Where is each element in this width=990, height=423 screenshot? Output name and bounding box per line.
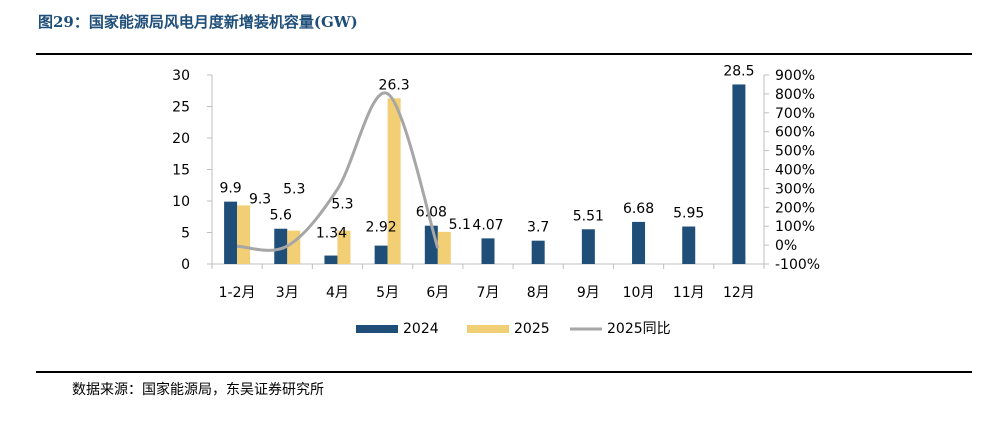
- x-tick-label: 7月: [477, 285, 500, 301]
- x-tick-label: 1-2月: [219, 285, 256, 301]
- x-tick-label: 4月: [326, 285, 349, 301]
- top-rule: [36, 53, 972, 55]
- data-label-2024: 3.7: [527, 220, 549, 236]
- y-tick-label: 10: [172, 194, 190, 210]
- x-tick-label: 3月: [276, 285, 299, 301]
- y2-tick-label: 0%: [775, 238, 797, 254]
- y2-tick-label: 500%: [775, 144, 815, 160]
- x-tick-label: 6月: [426, 285, 449, 301]
- bar-2024: [632, 221, 646, 264]
- bottom-rule: [36, 371, 972, 373]
- data-label-2025: 5.1: [449, 217, 471, 233]
- x-tick-label: 10月: [623, 285, 655, 301]
- bar-2025: [287, 230, 301, 264]
- legend-label-2024: 2024: [403, 321, 439, 337]
- data-label-2025: 5.3: [283, 182, 305, 198]
- x-tick-label: 12月: [723, 285, 755, 301]
- data-label-2024: 5.51: [573, 208, 604, 224]
- y2-tick-label: -100%: [775, 257, 820, 273]
- bar-2024: [581, 229, 595, 264]
- bar-2024: [531, 240, 545, 264]
- data-label-2024: 9.9: [219, 181, 241, 197]
- y-tick-label: 25: [172, 100, 190, 116]
- bar-2024: [374, 245, 388, 264]
- legend-label-2025: 2025: [514, 321, 550, 337]
- x-tick-label: 8月: [527, 285, 550, 301]
- y2-tick-label: 900%: [775, 68, 815, 84]
- y2-tick-label: 100%: [775, 219, 815, 235]
- x-tick-label: 11月: [673, 285, 705, 301]
- data-label-2025: 26.3: [379, 77, 410, 93]
- data-label-2024: 6.68: [623, 201, 654, 217]
- y-tick-label: 30: [172, 68, 190, 84]
- bar-2025: [337, 230, 351, 264]
- data-label-2024: 5.6: [270, 208, 292, 224]
- bar-2024: [682, 226, 696, 264]
- bar-2025: [387, 98, 401, 264]
- bar-2025: [237, 205, 251, 264]
- chart: 051015202530-100%0%100%200%300%400%500%6…: [172, 63, 820, 337]
- y-tick-label: 0: [181, 257, 190, 273]
- bar-2025: [437, 231, 451, 264]
- data-label-2024: 2.92: [366, 220, 397, 236]
- y2-tick-label: 200%: [775, 200, 815, 216]
- bar-2024: [224, 201, 238, 264]
- bar-2024: [274, 228, 288, 264]
- source-note: 数据来源：国家能源局，东吴证券研究所: [72, 382, 324, 398]
- data-label-2024: 28.5: [723, 63, 754, 79]
- data-label-2025: 9.3: [249, 191, 271, 207]
- y-tick-label: 20: [172, 131, 190, 147]
- y-tick-label: 5: [181, 226, 190, 242]
- bar-2024: [324, 255, 338, 264]
- data-label-2024: 6.08: [416, 205, 447, 221]
- y-tick-label: 15: [172, 163, 190, 179]
- legend-swatch-2025: [467, 325, 509, 333]
- data-label-2024: 1.34: [316, 226, 347, 242]
- y2-tick-label: 600%: [775, 125, 815, 141]
- line-2025-yoy: [236, 91, 440, 252]
- y2-tick-label: 300%: [775, 181, 815, 197]
- data-label-2024: 5.95: [673, 206, 704, 222]
- figure-title: 图29：国家能源局风电月度新增装机容量(GW): [38, 13, 358, 31]
- y2-tick-label: 700%: [775, 106, 815, 122]
- bar-2024: [732, 84, 746, 264]
- data-label-2025: 5.3: [331, 197, 353, 213]
- legend-label-2025-yoy: 2025同比: [607, 321, 671, 337]
- data-label-2024: 4.07: [472, 217, 503, 233]
- legend-swatch-2024: [356, 325, 398, 333]
- y2-tick-label: 400%: [775, 163, 815, 179]
- bar-2024: [481, 238, 495, 264]
- x-tick-label: 5月: [376, 285, 399, 301]
- y2-tick-label: 800%: [775, 87, 815, 103]
- x-tick-label: 9月: [577, 285, 600, 301]
